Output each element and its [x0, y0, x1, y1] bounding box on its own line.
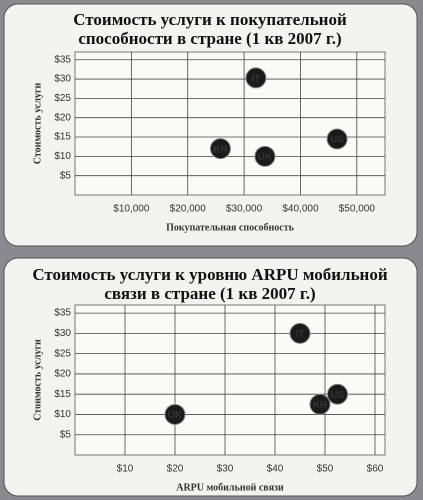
y-tick-label: $20	[54, 112, 71, 123]
y-axis-label: Стоимость услуги	[32, 339, 43, 421]
x-axis-label: ARPU мобильной связи	[176, 482, 284, 493]
chart-title: Стоимость услуги к покупательной способн…	[73, 10, 347, 48]
point-label: KR	[313, 400, 328, 411]
point-label: US	[330, 135, 344, 146]
y-tick-label: $35	[54, 308, 71, 319]
x-tick-label: $10,000	[113, 204, 150, 215]
y-tick-label: $35	[54, 54, 71, 65]
x-tick-label: $40	[267, 464, 284, 475]
point-label: US	[331, 390, 345, 401]
point-label: KR	[213, 144, 228, 155]
point	[309, 393, 331, 415]
point	[245, 67, 267, 89]
x-axis-label: Покупательная способность	[166, 222, 295, 233]
y-tick-label: $20	[54, 369, 71, 380]
point	[209, 138, 231, 160]
point-label: IT	[251, 74, 260, 85]
x-tick-label: $20	[167, 464, 184, 475]
plot-area	[74, 304, 386, 456]
point	[326, 128, 348, 150]
point-label: UK	[258, 152, 273, 163]
y-tick-label: $15	[54, 132, 71, 143]
point	[254, 145, 276, 167]
y-tick-label: $30	[54, 328, 71, 339]
point	[289, 322, 311, 344]
x-tick-label: $20,000	[170, 204, 207, 215]
plot-area	[74, 51, 386, 196]
x-tick-label: $10	[117, 464, 134, 475]
point	[164, 403, 186, 425]
x-tick-label: $60	[367, 464, 384, 475]
x-tick-label: $50	[317, 464, 334, 475]
y-tick-label: $5	[60, 429, 72, 440]
chart-title: Стоимость услуги к уровню ARPU мобильной…	[32, 265, 388, 303]
y-tick-label: $25	[54, 93, 71, 104]
y-tick-label: $30	[54, 74, 71, 85]
y-tick-label: $10	[54, 151, 71, 162]
y-axis-label: Стоимость услуги	[32, 83, 43, 165]
point-label: IT	[296, 329, 305, 340]
x-tick-label: $30	[217, 464, 234, 475]
point-label: UK	[168, 410, 183, 421]
y-tick-label: $25	[54, 348, 71, 359]
y-tick-label: $10	[54, 409, 71, 420]
y-tick-label: $15	[54, 389, 71, 400]
x-tick-label: $40,000	[282, 204, 319, 215]
x-tick-label: $30,000	[226, 204, 263, 215]
point	[327, 383, 348, 405]
y-tick-label: $5	[60, 170, 72, 181]
x-tick-label: $50,000	[339, 204, 376, 215]
